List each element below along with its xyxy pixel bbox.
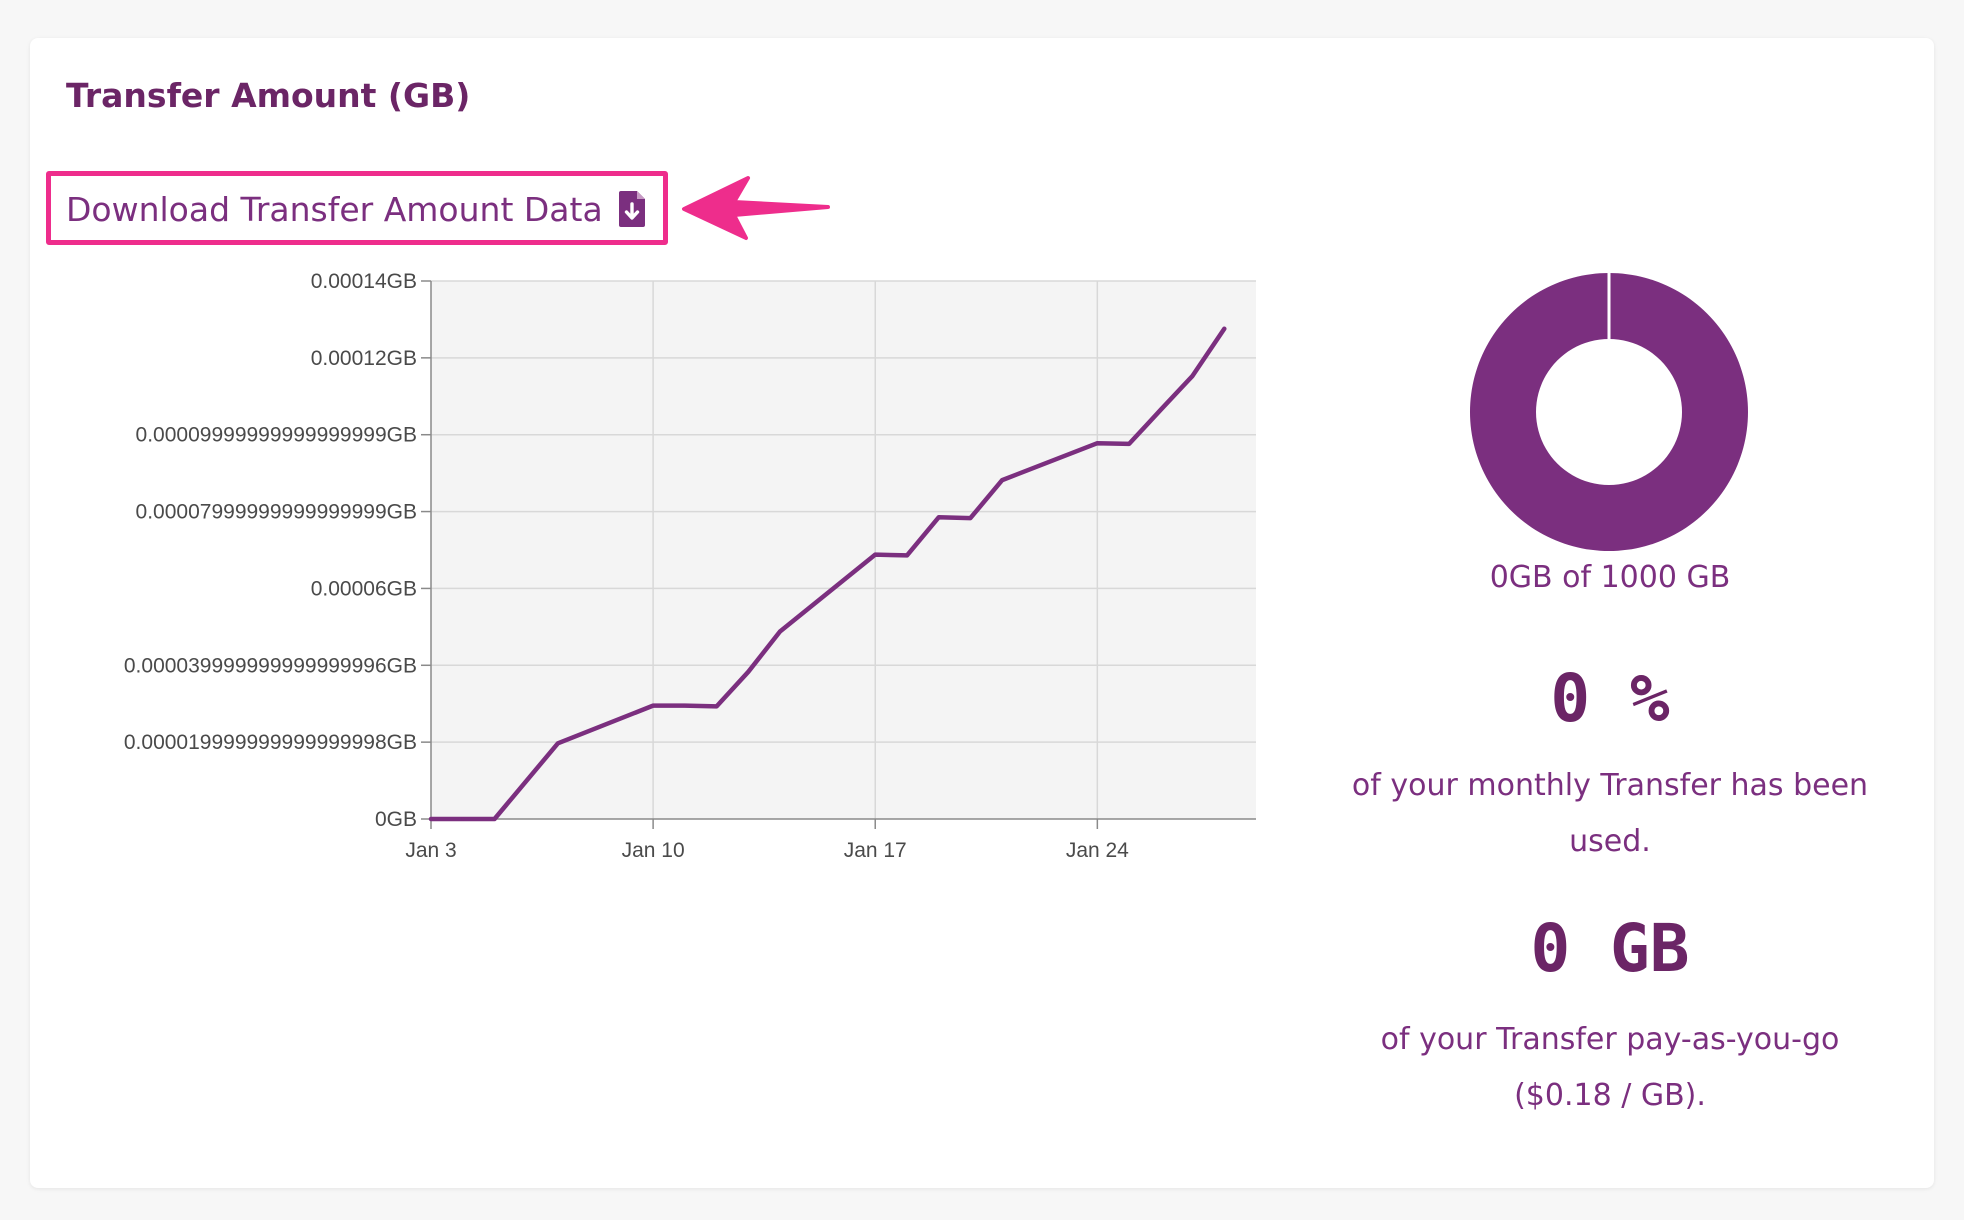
y-tick-label: 0.00006GB (311, 577, 417, 600)
y-tick-label: 0.000019999999999999998GB (124, 731, 417, 754)
plot-area (431, 281, 1256, 819)
y-tick-label: 0.000039999999999999996GB (124, 654, 417, 677)
data-point (1159, 408, 1163, 412)
x-tick-label: Jan 24 (1066, 839, 1129, 862)
download-data-label: Download Transfer Amount Data (66, 189, 603, 229)
data-point (937, 515, 941, 519)
donut-ring (1469, 273, 1748, 551)
y-tick-label: 0.00007999999999999999GB (136, 501, 417, 524)
download-data-link[interactable]: Download Transfer Amount Data (66, 186, 647, 232)
y-tick-label: 0.00012GB (311, 347, 417, 370)
donut-caption: 0GB of 1000 GB (1489, 560, 1731, 595)
annotation-highlight-box (46, 171, 668, 245)
data-point (905, 553, 909, 557)
y-tick-label: 0.00014GB (311, 270, 417, 293)
data-point (873, 553, 877, 557)
payg-value: 0 GB (1530, 910, 1690, 987)
arrow-left-icon (682, 176, 830, 240)
y-tick-label: 0.00009999999999999999GB (136, 424, 417, 447)
data-point (1127, 442, 1131, 446)
data-point (968, 516, 973, 520)
grid (431, 280, 1256, 819)
data-point (1222, 327, 1226, 331)
transfer-line-chart: 0GB 0.000019999999999999998GB 0.0000399999… (124, 270, 1256, 862)
series (428, 326, 1227, 822)
data-point (492, 817, 497, 821)
file-download-icon (617, 190, 647, 228)
x-tick-label: Jan 17 (844, 839, 907, 862)
data-point (778, 629, 782, 634)
data-point (1190, 374, 1195, 378)
data-point (556, 741, 560, 745)
payg-description: of your Transfer pay-as-you-go ($0.18 / … (1380, 1022, 1840, 1113)
data-point (461, 817, 465, 821)
x-tick-label: Jan 10 (622, 839, 685, 862)
data-point (715, 704, 719, 708)
data-point (1095, 441, 1099, 445)
data-point (651, 704, 655, 708)
data-point (746, 670, 750, 674)
usage-percent-description: of your monthly Transfer has been used. (1351, 768, 1869, 859)
usage-donut-chart (1469, 272, 1748, 551)
axes: 0GB 0.000019999999999999998GB 0.0000399999… (124, 270, 1256, 862)
y-tick-label: 0GB (375, 808, 417, 831)
data-point (683, 704, 687, 708)
x-tick-label: Jan 3 (405, 839, 456, 862)
usage-percent-value: 0 % (1550, 660, 1670, 737)
data-point (1000, 478, 1004, 482)
data-point (429, 817, 433, 821)
card-title: Transfer Amount (GB) (66, 76, 471, 115)
